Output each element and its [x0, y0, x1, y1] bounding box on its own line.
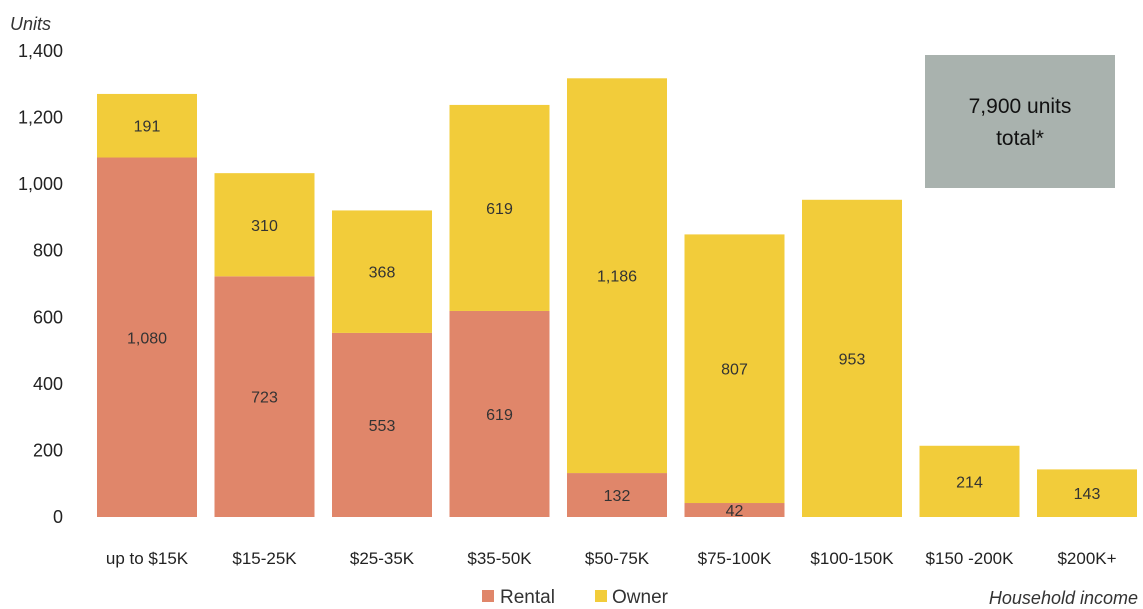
bar-owner-6 — [802, 199, 902, 517]
legend: Rental Owner — [482, 587, 669, 608]
bar-rental-3 — [449, 310, 550, 517]
data-labels: 1,080 191 723 310 553 368 619 619 132 1,186 42 807 9… — [127, 119, 1100, 520]
data-label-rental-5: 42 — [726, 503, 744, 520]
x-tick-label: $150 -200K — [926, 549, 1015, 568]
data-label-rental-3: 619 — [486, 407, 513, 424]
data-label-owner-1: 310 — [251, 218, 278, 235]
bar-owner-3 — [449, 104, 550, 311]
y-tick-label: 800 — [33, 241, 63, 261]
data-label-owner-4: 1,186 — [597, 269, 637, 286]
y-tick-label: 1,200 — [18, 108, 63, 128]
x-tick-label: $25-35K — [350, 549, 415, 568]
bar-owner-8 — [1037, 469, 1137, 517]
data-label-owner-3: 619 — [486, 201, 513, 218]
data-label-owner-8: 143 — [1074, 486, 1101, 503]
bar-rental-1 — [214, 276, 315, 517]
data-label-owner-6: 953 — [839, 351, 866, 368]
bar-owner-7 — [919, 445, 1020, 517]
bar-owner-1 — [214, 173, 315, 277]
x-axis-title: Household income — [989, 588, 1138, 608]
x-tick-label: $50-75K — [585, 549, 650, 568]
y-tick-label: 200 — [33, 440, 63, 460]
bar-rental-0 — [97, 157, 197, 517]
x-tick-label: $35-50K — [467, 549, 532, 568]
y-axis-title: Units — [10, 14, 51, 34]
data-label-rental-4: 132 — [604, 488, 631, 505]
data-label-owner-7: 214 — [956, 474, 983, 491]
y-tick-label: 1,000 — [18, 174, 63, 194]
y-tick-label: 400 — [33, 374, 63, 394]
data-label-owner-0: 191 — [134, 119, 161, 136]
x-tick-label: up to $15K — [106, 549, 189, 568]
legend-swatch-owner — [595, 590, 607, 602]
bar-rental-2 — [332, 332, 432, 517]
data-label-rental-2: 553 — [369, 418, 396, 435]
x-tick-label: $200K+ — [1057, 549, 1116, 568]
total-annotation-box — [925, 55, 1115, 188]
total-annotation: 7,900 units total* — [925, 55, 1115, 188]
legend-label-owner: Owner — [612, 587, 669, 608]
legend-swatch-rental — [482, 590, 494, 602]
bar-owner-0 — [97, 93, 197, 158]
total-annotation-line1: 7,900 units — [969, 95, 1072, 118]
x-tick-label: $15-25K — [232, 549, 297, 568]
legend-label-rental: Rental — [500, 587, 555, 608]
bars — [97, 78, 1137, 517]
data-label-rental-0: 1,080 — [127, 330, 167, 347]
y-tick-label: 1,400 — [18, 41, 63, 61]
bar-rental-5 — [684, 503, 785, 517]
y-tick-label: 0 — [53, 507, 63, 527]
bar-rental-4 — [567, 473, 667, 517]
bar-owner-5 — [684, 234, 785, 504]
data-label-owner-2: 368 — [369, 265, 396, 282]
data-label-rental-1: 723 — [251, 390, 278, 407]
bar-owner-2 — [332, 210, 432, 333]
bar-owner-4 — [567, 78, 667, 474]
x-axis-ticks: up to $15K $15-25K $25-35K $35-50K $50-75K $7… — [106, 549, 1117, 568]
data-label-owner-5: 807 — [721, 362, 748, 379]
total-annotation-line2: total* — [996, 127, 1044, 150]
x-tick-label: $100-150K — [810, 549, 894, 568]
y-tick-label: 600 — [33, 307, 63, 327]
y-axis-ticks: 0 200 400 600 800 1,000 1,200 1,400 — [18, 41, 63, 527]
x-tick-label: $75-100K — [698, 549, 772, 568]
